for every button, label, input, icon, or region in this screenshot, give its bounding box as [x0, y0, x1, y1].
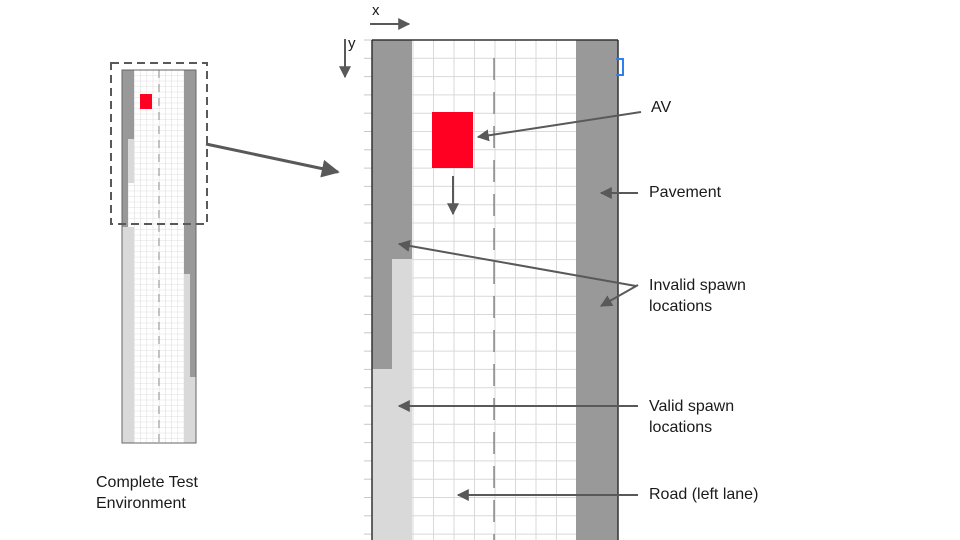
left-valid-spawn-lower: [372, 369, 412, 540]
av-block: [432, 112, 473, 168]
invalid-spawn-arrow-right: [599, 284, 639, 307]
blue-bracket-marker: [616, 58, 624, 76]
small-right-invalid-spawn: [190, 274, 196, 377]
left-invalid-spawn: [372, 259, 392, 369]
invalid-spawn-arrow-left: [397, 239, 637, 287]
av-label: AV: [651, 99, 672, 116]
left-pavement: [372, 40, 412, 259]
small-left-pavement: [122, 70, 134, 139]
zoom-arrow: [205, 142, 340, 178]
y-axis-label: y: [348, 35, 356, 52]
small-left-valid-spawn-upper: [128, 139, 134, 183]
complete-environment-label: Complete Test Environment: [96, 474, 198, 512]
road-label: Road (left lane): [649, 486, 759, 503]
av-label-arrow: [476, 111, 642, 142]
right-pavement: [576, 40, 618, 540]
invalid-spawn-label: Invalid spawn locations: [649, 277, 746, 315]
small-av: [140, 94, 152, 109]
left-tick-marks: [364, 39, 372, 535]
x-axis-label: x: [372, 2, 380, 19]
pavement-label: Pavement: [649, 184, 722, 201]
left-valid-spawn-upper: [392, 259, 412, 369]
small-right-valid-spawn-lower: [190, 377, 196, 443]
small-env-border: [121, 69, 197, 444]
small-right-pavement: [184, 70, 196, 274]
small-left-valid-spawn-lower: [122, 227, 134, 443]
small-right-valid-spawn: [184, 274, 190, 443]
zoomed-environment-map: [364, 39, 624, 540]
small-left-invalid-spawn: [122, 139, 128, 227]
complete-environment-map: [121, 69, 197, 444]
valid-spawn-label: Valid spawn locations: [649, 398, 735, 436]
